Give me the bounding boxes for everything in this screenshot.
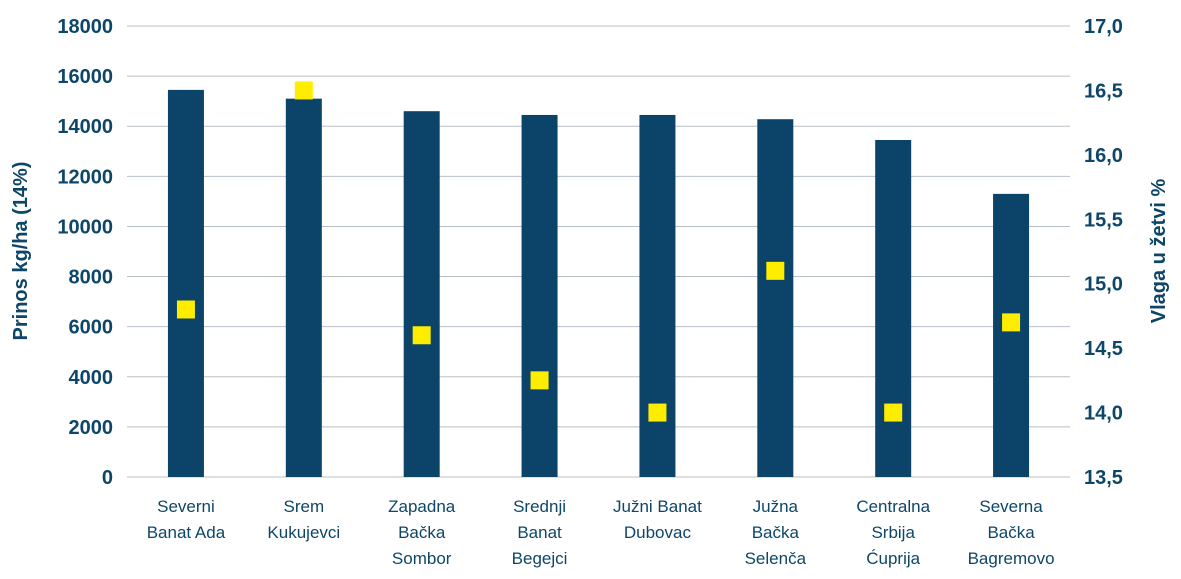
- y2-tick-label: 16,0: [1084, 145, 1123, 167]
- y2-tick-label: 15,5: [1084, 209, 1123, 231]
- y2-tick-label: 15,0: [1084, 274, 1123, 296]
- bar: [403, 111, 440, 477]
- category-label: Južni Banat Dubovac: [613, 497, 702, 542]
- y2-tick-label: 17,0: [1084, 16, 1123, 38]
- y-tick-label: 8000: [69, 267, 114, 289]
- y-tick-label: 10000: [57, 216, 113, 238]
- moisture-marker: [1002, 313, 1021, 332]
- y2-axis-title: Vlaga u žetvi %: [1148, 179, 1170, 324]
- category-labels: Severni Banat Ada Srem Kukujevci Zapadna Bačk…: [147, 497, 1055, 568]
- right-axis-ticks: 13,5 14,0 14,5 15,0 15,5 16,0 16,5 17,0: [1084, 16, 1123, 489]
- y-axis-title: Prinos kg/ha (14%): [10, 162, 32, 341]
- y-tick-label: 16000: [57, 66, 113, 88]
- bar: [757, 119, 794, 477]
- category-label: Srem Kukujevci: [267, 497, 340, 542]
- moisture-marker: [766, 261, 785, 280]
- y-tick-label: 12000: [57, 166, 113, 188]
- bar: [167, 89, 204, 478]
- category-label: Zapadna Bačka Sombor: [388, 497, 456, 568]
- moisture-marker: [412, 326, 431, 345]
- y2-tick-label: 13,5: [1084, 467, 1123, 489]
- category-label: Centralna Srbija Ćuprija: [856, 497, 930, 568]
- y2-tick-label: 14,5: [1084, 338, 1123, 360]
- moisture-marker: [884, 403, 903, 422]
- left-axis-ticks: 0 2000 4000 6000 8000 10000 12000 14000 16000 180…: [57, 16, 113, 489]
- moisture-marker: [648, 403, 667, 422]
- bar: [639, 114, 676, 478]
- category-label: Severna Bačka Bagremovo: [968, 497, 1055, 568]
- y-tick-label: 2000: [69, 417, 114, 439]
- y2-tick-label: 16,5: [1084, 80, 1123, 102]
- moisture-series: [176, 81, 1021, 422]
- bar: [521, 114, 558, 478]
- gridlines: [127, 25, 1070, 478]
- moisture-marker: [176, 300, 195, 319]
- y-tick-label: 6000: [69, 317, 114, 339]
- moisture-marker: [530, 371, 549, 390]
- bar: [993, 193, 1030, 477]
- y-tick-label: 18000: [57, 16, 113, 38]
- category-label: Severni Banat Ada: [147, 497, 226, 542]
- moisture-marker: [294, 81, 313, 100]
- bar: [285, 98, 322, 478]
- category-label: Srednji Banat Begejci: [512, 497, 568, 568]
- y2-tick-label: 14,0: [1084, 403, 1123, 425]
- bar: [875, 140, 912, 477]
- y-tick-label: 4000: [69, 367, 114, 389]
- category-label: Južna Bačka Selenča: [745, 497, 807, 568]
- y-tick-label: 0: [102, 467, 113, 489]
- y-tick-label: 14000: [57, 116, 113, 138]
- bar-series: [167, 89, 1030, 478]
